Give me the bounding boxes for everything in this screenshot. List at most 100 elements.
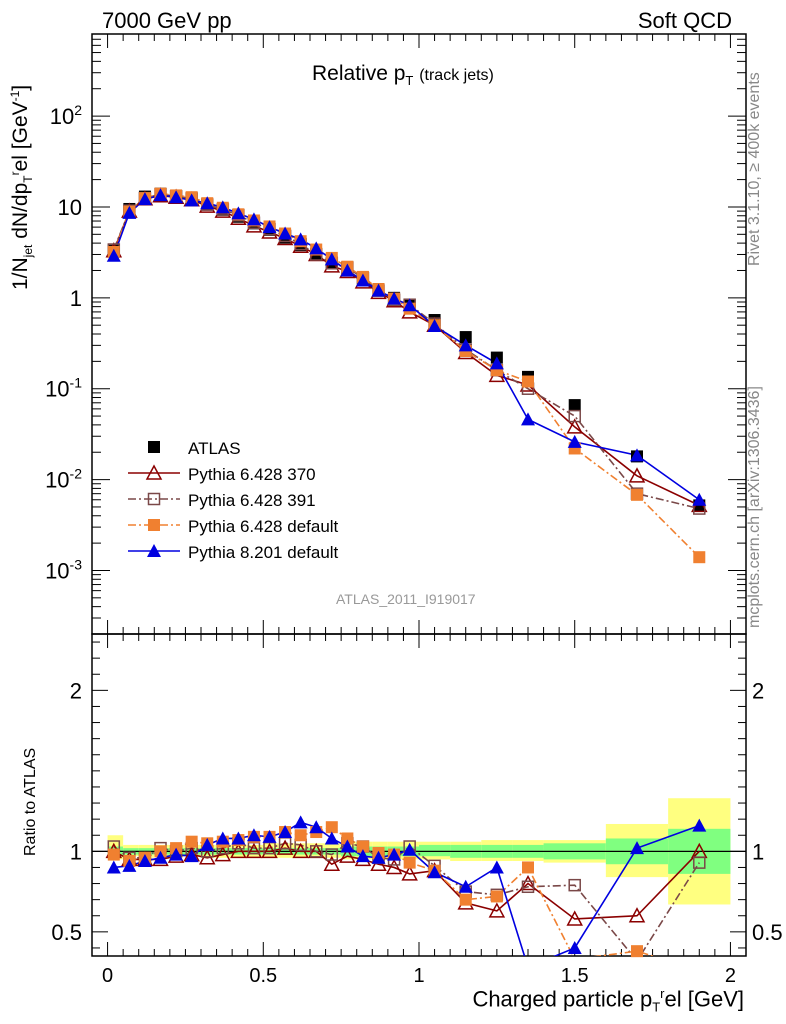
ratio-point-pythia-6-428-370: [519, 874, 537, 891]
ratio-point-pythia-6-428-default: [294, 829, 307, 842]
ratio-point-pythia-8-201-default: [293, 815, 308, 829]
point-pythia-8-201-default: [521, 412, 535, 426]
point-pythia-8-201-default: [340, 263, 355, 277]
point-pythia-8-201-default: [402, 298, 417, 312]
ratio-point-pythia-8-201-default: [231, 831, 246, 845]
point-pythia-8-201-default: [324, 252, 339, 266]
legend-marker: [148, 441, 160, 453]
ratio-point-pythia-6-428-391: [521, 880, 535, 894]
point-pythia-6-428-370: [566, 418, 583, 434]
ratio-line-pythia-6-428-391: [113, 842, 700, 956]
point-pythia-6-428-default: [522, 375, 534, 388]
point-pythia-6-428-391: [568, 409, 581, 423]
ratio-point-pythia-8-201-default: [458, 879, 473, 893]
band-inner: [419, 844, 451, 857]
ratio-point-pythia-6-428-391: [693, 856, 706, 869]
legend-marker: [148, 519, 160, 531]
ratio-point-pythia-8-201-default: [278, 825, 293, 839]
ratio-point-pythia-8-201-default: [215, 831, 230, 845]
point-pythia-8-201-default: [355, 273, 370, 287]
y-tick-label: 1: [70, 286, 82, 311]
chart-title-note: (track jets): [419, 67, 494, 84]
legend-label: Pythia 8.201 default: [188, 543, 339, 562]
legend-label: Pythia 6.428 default: [188, 517, 339, 536]
ratio-point-pythia-6-428-391: [325, 848, 339, 861]
point-pythia-8-201-default: [371, 283, 386, 297]
xlabel: Charged particle pTrel [GeV]: [472, 986, 744, 1015]
ratio-point-pythia-8-201-default: [489, 860, 504, 874]
ratio-point-pythia-6-428-default: [522, 861, 534, 874]
series-markers: [105, 187, 708, 958]
ratio-point-pythia-8-201-default: [200, 837, 215, 851]
ratio-point-pythia-8-201-default: [106, 860, 121, 874]
ratio-frame: [91, 633, 747, 957]
point-pythia-8-201-default: [200, 196, 215, 210]
point-pythia-8-201-default: [489, 356, 504, 370]
point-pythia-8-201-default: [692, 492, 707, 506]
main-ylabel: 1/Njet dN/dpTrel [GeV-1]: [8, 84, 36, 290]
legend-label: ATLAS: [188, 439, 241, 458]
ratio-point-pythia-6-428-default: [459, 893, 472, 906]
ratio-point-pythia-8-201-default: [137, 854, 152, 868]
ratio-point-pythia-6-428-370: [339, 847, 356, 863]
ratio-point-pythia-8-201-default: [567, 940, 582, 954]
ratio-point-pythia-6-428-370: [276, 839, 294, 855]
point-pythia-8-201-default: [153, 188, 168, 202]
ratio-y-tick-label-right: 1: [752, 839, 764, 864]
ratio-point-pythia-8-201-default: [427, 865, 442, 879]
line-pythia-6-428-391: [113, 193, 700, 510]
ratio-point-pythia-6-428-default: [631, 945, 643, 958]
side-mcplots: mcplots.cern.ch [arXiv:1306.3436]: [746, 386, 763, 628]
ratio-point-pythia-8-201-default: [692, 818, 707, 832]
ratio-point-pythia-6-428-370: [385, 858, 403, 875]
ratio-point-pythia-8-201-default: [402, 842, 417, 856]
legend-label: Pythia 6.428 391: [188, 491, 316, 510]
chart-title: Relative pT (track jets): [312, 62, 494, 88]
ratio-y-tick-label-right: 0.5: [752, 920, 783, 945]
ratio-point-pythia-6-428-370: [566, 910, 583, 926]
x-tick-label: 0.5: [249, 965, 277, 987]
ratio-point-pythia-8-201-default: [355, 849, 370, 863]
ratio-point-pythia-8-201-default: [309, 820, 324, 834]
y-tick-label: 10-1: [45, 375, 82, 402]
ratio-point-pythia-6-428-370: [230, 842, 247, 859]
point-pythia-8-201-default: [231, 206, 246, 220]
ratio-point-pythia-6-428-default: [403, 856, 416, 869]
ratio-point-pythia-8-201-default: [371, 850, 386, 864]
ratio-point-pythia-8-201-default: [169, 847, 184, 861]
x-tick-label: 1: [413, 965, 424, 987]
point-pythia-8-201-default: [387, 291, 402, 305]
legend-marker: [147, 544, 161, 557]
point-pythia-8-201-default: [262, 220, 277, 234]
chart-title-sub: T: [405, 73, 414, 89]
ratio-point-pythia-8-201-default: [122, 858, 137, 872]
point-atlas: [459, 331, 472, 344]
ratio-point-pythia-6-428-370: [245, 842, 263, 859]
ratio-point-pythia-8-201-default: [324, 831, 339, 845]
ratio-point-pythia-6-428-370: [401, 865, 418, 881]
ratio-y-tick-label: 2: [70, 678, 82, 703]
ratio-point-pythia-8-201-default: [246, 828, 261, 842]
watermark: ATLAS_2011_I919017: [336, 591, 476, 607]
point-pythia-6-428-default: [693, 551, 706, 564]
ratio-point-pythia-6-428-391: [309, 845, 323, 858]
point-pythia-8-201-default: [106, 248, 121, 262]
ratio-point-pythia-8-201-default: [630, 841, 644, 855]
ratio-point-pythia-8-201-default: [340, 839, 355, 853]
point-pythia-8-201-default: [122, 205, 137, 219]
point-pythia-8-201-default: [293, 232, 308, 246]
point-pythia-6-428-default: [631, 488, 643, 501]
ratio-point-pythia-6-428-370: [323, 855, 341, 871]
ratio-point-pythia-6-428-370: [261, 842, 278, 859]
point-pythia-8-201-default: [630, 448, 644, 462]
point-pythia-8-201-default: [246, 212, 261, 226]
point-pythia-8-201-default: [137, 192, 152, 206]
y-tick-label: 10-2: [45, 466, 82, 493]
ratio-point-pythia-6-428-default: [325, 821, 338, 834]
point-pythia-8-201-default: [458, 338, 473, 352]
chart-title-main: Relative p: [312, 62, 406, 85]
point-pythia-8-201-default: [427, 318, 442, 332]
point-pythia-8-201-default: [309, 241, 324, 255]
ratio-point-pythia-6-428-default: [356, 840, 369, 853]
